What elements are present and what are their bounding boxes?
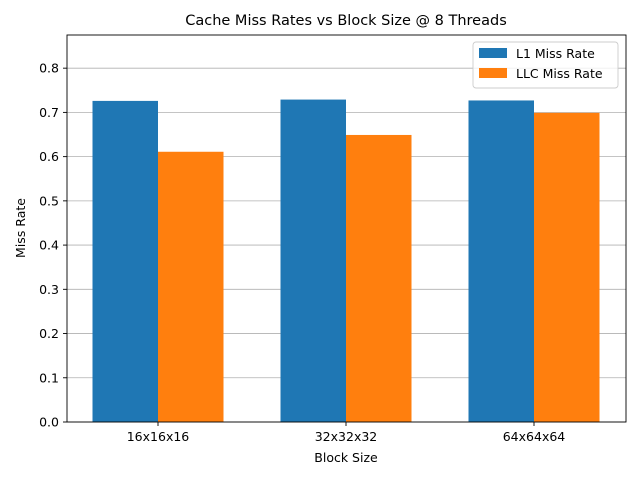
bar-l1-miss-rate-32x32x32	[280, 99, 346, 422]
y-tick-label: 0.8	[39, 61, 59, 76]
legend-label: LLC Miss Rate	[516, 66, 603, 81]
x-tick-label: 64x64x64	[503, 429, 566, 444]
legend-label: L1 Miss Rate	[516, 46, 595, 61]
y-tick-label: 0.1	[39, 370, 59, 385]
y-tick-label: 0.0	[39, 415, 59, 430]
legend-swatch	[479, 48, 507, 58]
bar-llc-miss-rate-32x32x32	[346, 134, 412, 422]
y-tick-label: 0.2	[39, 326, 59, 341]
x-axis-ticks: 16x16x16 32x32x32 64x64x64	[127, 422, 566, 444]
legend-swatch	[479, 68, 507, 78]
x-axis-label: Block Size	[314, 450, 378, 465]
chart-title: Cache Miss Rates vs Block Size @ 8 Threa…	[185, 13, 507, 29]
bars	[92, 99, 600, 422]
legend-frame	[472, 41, 619, 89]
y-tick-label: 0.3	[39, 282, 59, 297]
bar-llc-miss-rate-64x64x64	[534, 112, 600, 422]
y-tick-label: 0.5	[39, 193, 59, 208]
bar-l1-miss-rate-16x16x16	[92, 100, 158, 422]
y-tick-label: 0.4	[39, 238, 59, 253]
bar-llc-miss-rate-16x16x16	[158, 151, 224, 422]
legend: L1 Miss Rate LLC Miss Rate	[472, 41, 619, 89]
y-axis-ticks: 0.0 0.1 0.2 0.3 0.4 0.5 0.6 0.7 0.8	[39, 61, 67, 430]
y-axis-label: Miss Rate	[13, 198, 28, 258]
y-tick-label: 0.6	[39, 149, 59, 164]
plot-area-frame	[66, 34, 627, 423]
x-tick-label: 32x32x32	[315, 429, 378, 444]
bar-l1-miss-rate-64x64x64	[468, 100, 534, 422]
x-tick-label: 16x16x16	[127, 429, 190, 444]
y-tick-label: 0.7	[39, 105, 59, 120]
